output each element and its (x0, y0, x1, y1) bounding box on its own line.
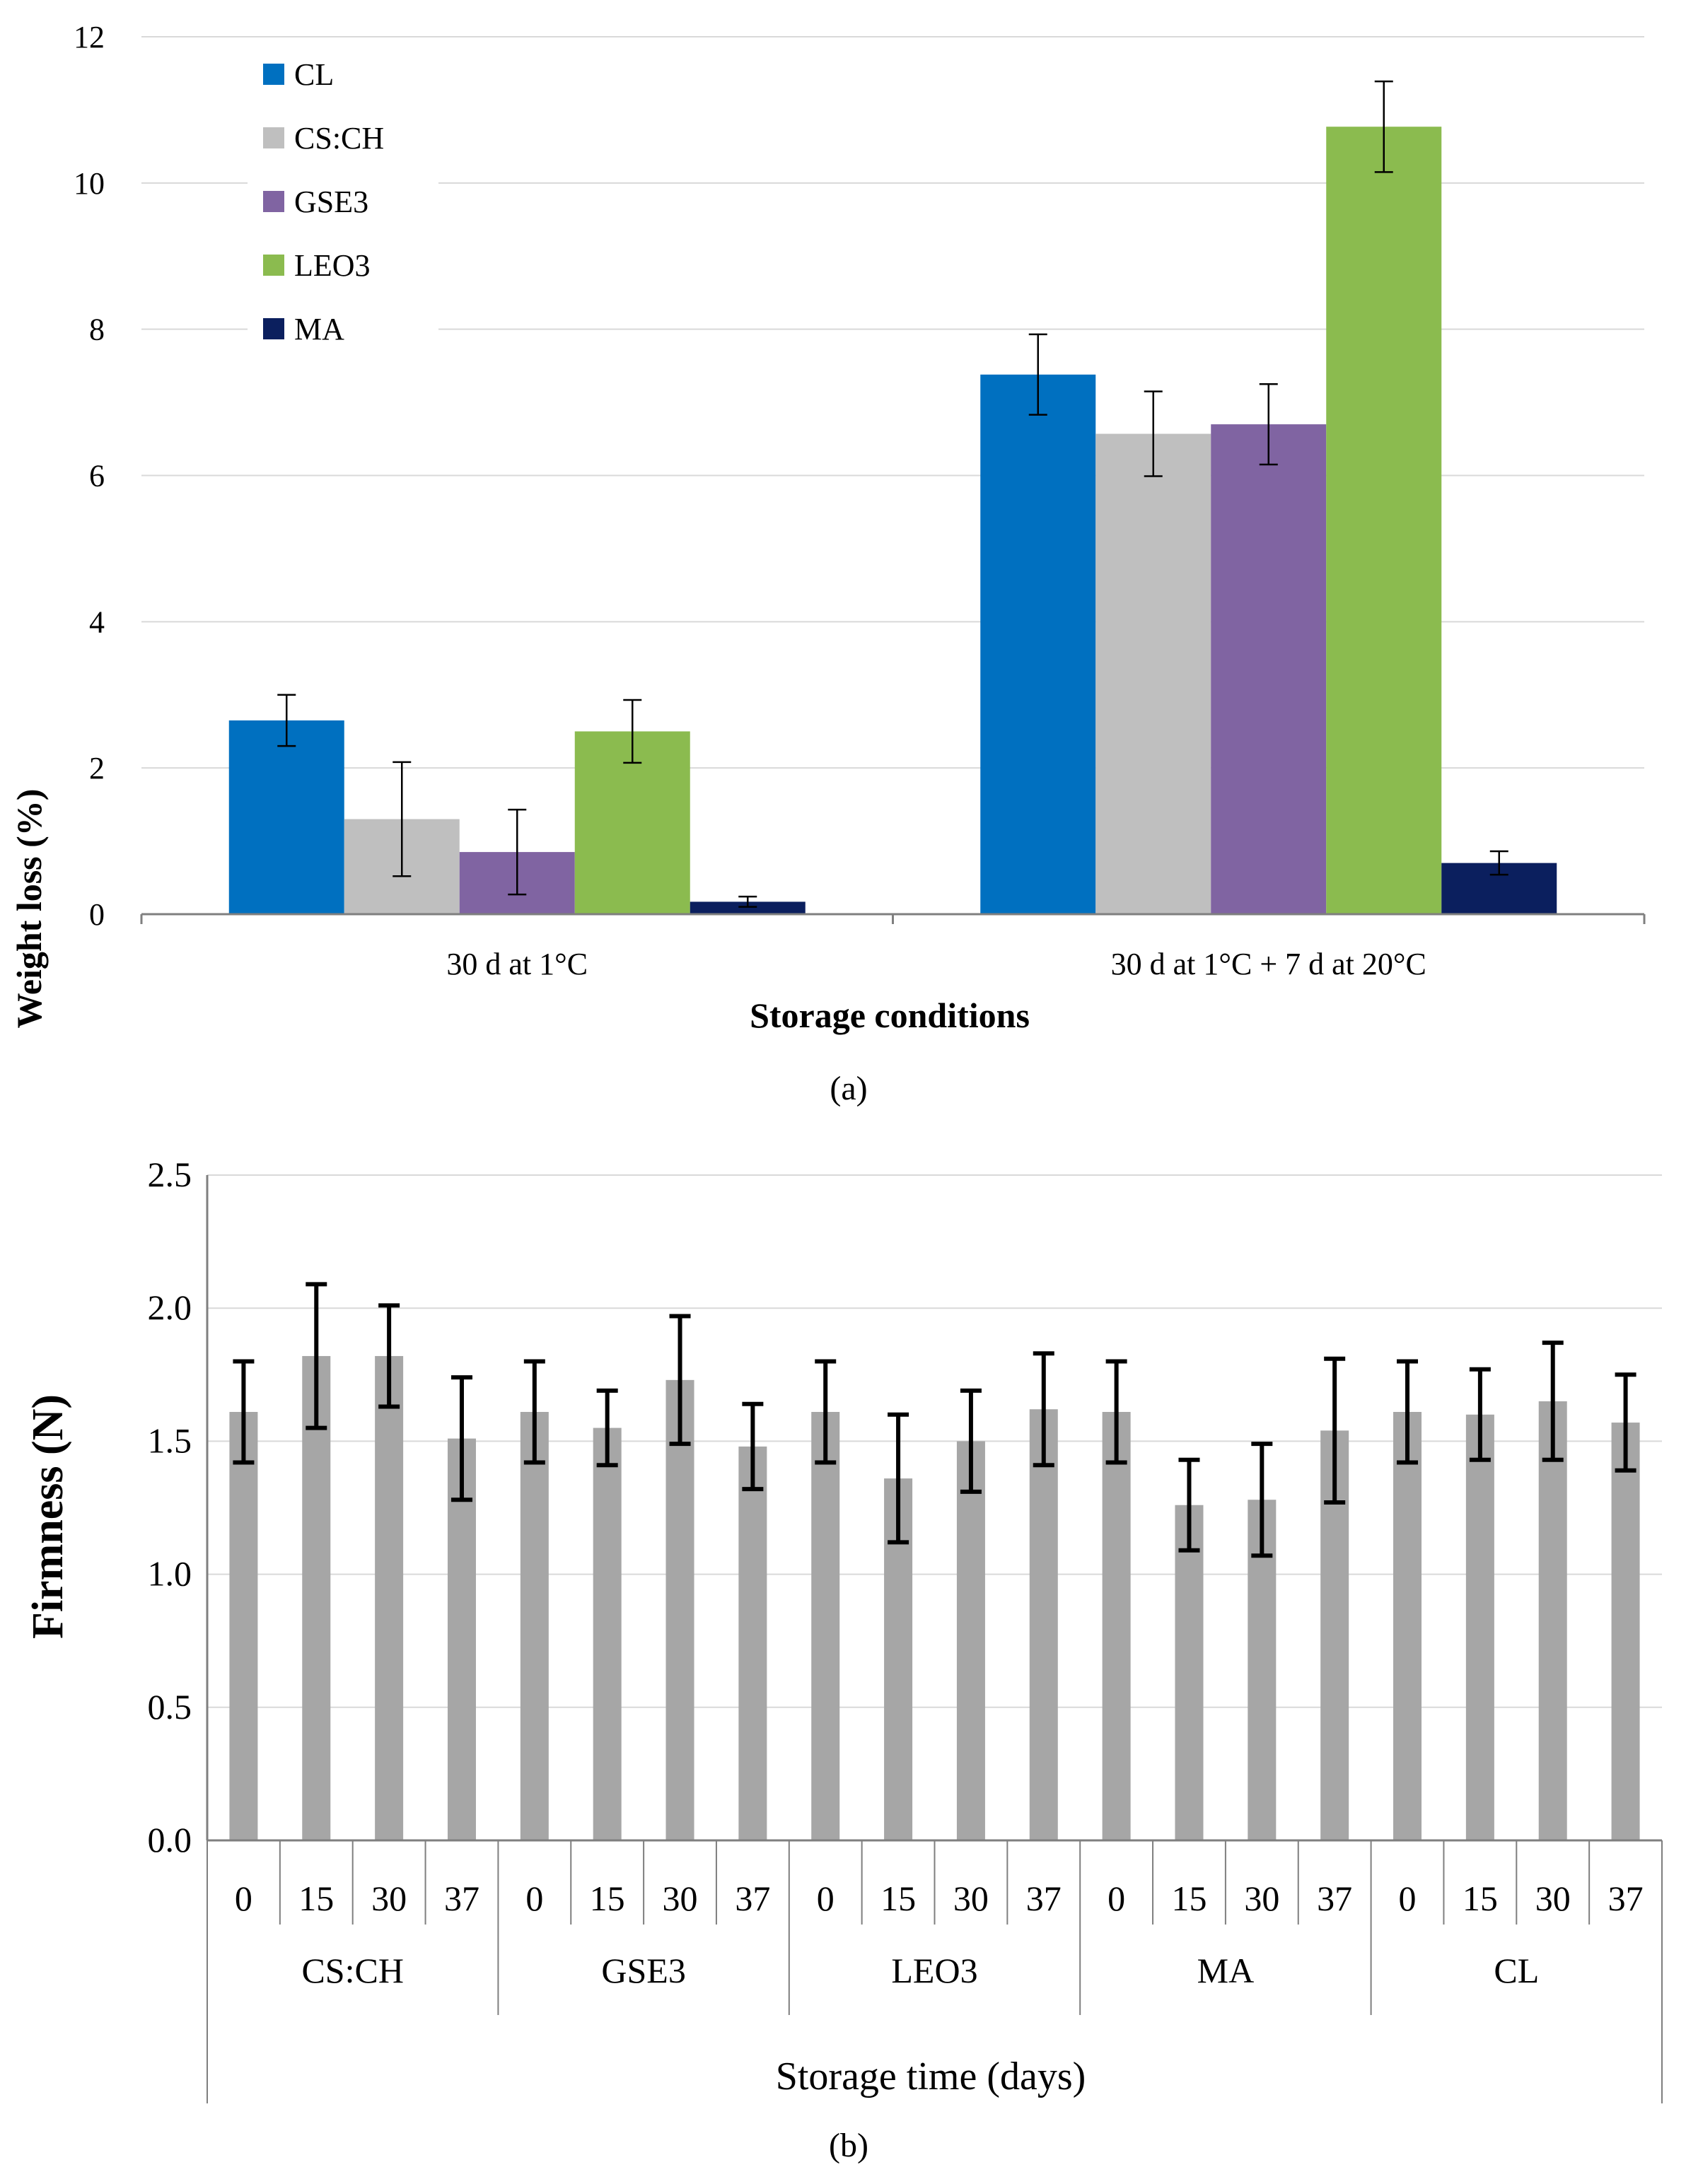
b-day-label: 0 (235, 1879, 252, 1918)
b-bar (738, 1446, 767, 1840)
a-legend-swatch (263, 127, 284, 148)
b-y-tick-label: 0.0 (148, 1820, 192, 1859)
a-x-tick-label: 30 d at 1°C (446, 947, 588, 981)
a-bar-ma (690, 901, 806, 914)
firmness-chart: 0.0 0.5 1.0 1.5 2.0 2.5 0 15 30 37 CS:CH 0 15 30 37 GS… (24, 1155, 1663, 2164)
a-bar-cs-ch (1095, 433, 1211, 914)
b-bar (520, 1411, 549, 1840)
b-bar (302, 1355, 331, 1840)
a-bar-cl (980, 374, 1096, 914)
b-bar (1393, 1411, 1422, 1840)
b-day-label: 30 (953, 1879, 989, 1918)
b-day-label: 15 (1171, 1879, 1207, 1918)
b-bar (665, 1379, 694, 1840)
a-y-axis-label: Weight loss (%) (9, 789, 49, 1029)
b-group-label: CL (1494, 1951, 1539, 1990)
a-legend-swatch (263, 191, 284, 212)
b-day-label: 30 (1244, 1879, 1279, 1918)
b-day-label: 0 (817, 1879, 835, 1918)
b-bar (375, 1355, 404, 1840)
b-day-label: 0 (1399, 1879, 1417, 1918)
b-y-tick-label: 2.0 (148, 1287, 192, 1327)
b-day-label: 15 (298, 1879, 334, 1918)
b-y-tick-label: 2.5 (148, 1155, 192, 1194)
b-day-label: 0 (1107, 1879, 1125, 1918)
b-gridlines (207, 1174, 1662, 1708)
b-day-label: 37 (1608, 1879, 1644, 1918)
b-day-label: 30 (663, 1879, 698, 1918)
b-y-axis-label: Firmness (N) (24, 1394, 72, 1639)
b-y-tick-labels: 0.0 0.5 1.0 1.5 2.0 2.5 (148, 1155, 192, 1859)
a-y-tick-labels: 0 2 4 6 8 10 12 (74, 20, 105, 932)
b-day-label: 37 (735, 1879, 770, 1918)
a-y-tick-label: 10 (74, 166, 105, 201)
a-legend-label: CS:CH (294, 121, 384, 156)
b-group-label: GSE3 (601, 1951, 685, 1990)
b-y-tick-label: 1.5 (148, 1420, 192, 1460)
a-legend-label: MA (294, 312, 344, 346)
b-bar (811, 1411, 840, 1840)
weight-loss-chart: 0 2 4 6 8 10 12 30 d at 1°C 30 d at 1°C + 7 d a… (9, 20, 1646, 1107)
a-legend-label: GSE3 (294, 185, 368, 219)
b-y-tick-label: 1.0 (148, 1554, 192, 1594)
b-day-label: 37 (1317, 1879, 1352, 1918)
a-legend-label: LEO3 (294, 248, 371, 283)
b-y-tick-label: 0.5 (148, 1687, 192, 1727)
a-legend-label: CL (294, 57, 334, 92)
a-y-tick-label: 12 (74, 20, 105, 54)
a-x-tick-labels: 30 d at 1°C 30 d at 1°C + 7 d at 20°C (446, 947, 1426, 981)
a-legend-swatch (263, 318, 284, 339)
b-bars (229, 1282, 1640, 1840)
a-x-tick-label: 30 d at 1°C + 7 d at 20°C (1111, 947, 1426, 981)
b-bar (1538, 1401, 1567, 1840)
b-day-label: 15 (880, 1879, 916, 1918)
b-bar (1175, 1505, 1204, 1840)
b-day-label: 0 (525, 1879, 543, 1918)
a-axes (140, 913, 1646, 924)
b-day-label: 15 (590, 1879, 625, 1918)
a-bar-leo3 (1326, 127, 1442, 914)
a-caption: (a) (830, 1070, 867, 1107)
a-y-tick-label: 4 (89, 605, 105, 639)
b-category-table: 0 15 30 37 CS:CH 0 15 30 37 GSE3 0 15 30 37 LEO3 0 15 30 3… (207, 1840, 1663, 2103)
a-bars (228, 80, 1557, 914)
b-bar (1611, 1423, 1640, 1840)
a-legend-swatch (263, 64, 284, 85)
b-caption: (b) (829, 2127, 868, 2164)
a-bar-cl (228, 720, 344, 914)
a-y-tick-label: 8 (89, 313, 105, 347)
b-bar (1465, 1414, 1494, 1840)
a-y-tick-label: 2 (89, 751, 105, 786)
b-day-label: 37 (1026, 1879, 1062, 1918)
b-group-label: MA (1197, 1951, 1255, 1990)
b-bar (229, 1411, 258, 1840)
b-bar (593, 1427, 622, 1840)
b-day-label: 15 (1463, 1879, 1498, 1918)
b-day-label: 30 (371, 1879, 407, 1918)
a-y-tick-label: 6 (89, 459, 105, 494)
b-day-label: 37 (444, 1879, 479, 1918)
a-bar-gse3 (1211, 424, 1327, 914)
b-day-label: 30 (1535, 1879, 1571, 1918)
a-x-axis-label: Storage conditions (750, 995, 1030, 1035)
b-group-label: LEO3 (891, 1951, 977, 1990)
b-bar (1102, 1411, 1131, 1840)
b-x-axis-label: Storage time (days) (776, 2055, 1086, 2098)
b-axes (206, 1175, 1662, 1842)
b-group-label: CS:CH (301, 1951, 404, 1990)
b-bar (447, 1438, 476, 1840)
b-bar (956, 1441, 985, 1840)
b-bar (1029, 1409, 1058, 1840)
a-legend-swatch (263, 255, 284, 276)
a-legend: CL CS:CH GSE3 LEO3 MA (248, 44, 438, 366)
a-y-tick-label: 0 (89, 897, 105, 932)
